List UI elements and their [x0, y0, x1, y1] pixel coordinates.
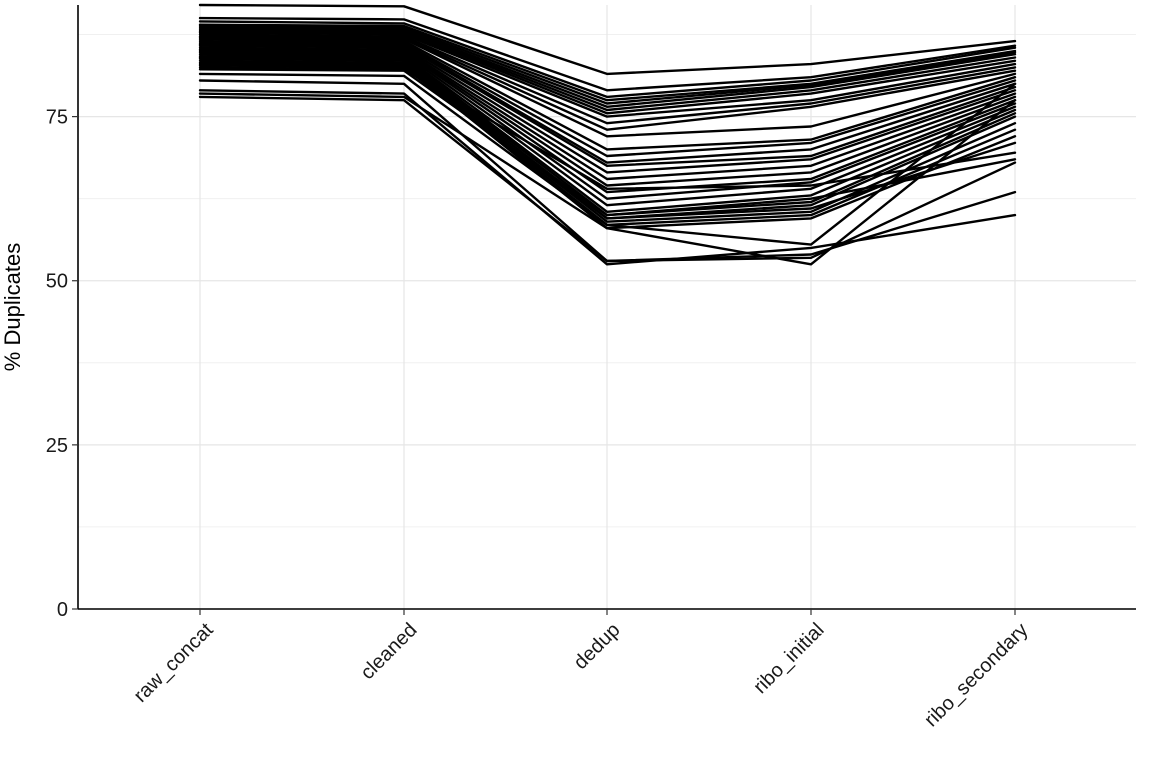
series-line-14 — [198, 39, 1017, 158]
series-line-5 — [198, 24, 1017, 105]
series-line-20 — [198, 49, 1017, 194]
y-axis-ticks: 0 25 50 75 — [46, 107, 78, 621]
y-tick-label: 25 — [46, 435, 68, 457]
x-tick-label: raw_concat — [130, 619, 218, 707]
series-line-18 — [198, 46, 1017, 181]
x-axis-ticks: raw_concat cleaned dedup ribo_initial ribo_s… — [130, 609, 1033, 731]
series-line-31 — [198, 68, 1017, 217]
y-tick-label: 0 — [57, 599, 68, 621]
series-line-30 — [198, 66, 1017, 191]
series-line-13 — [198, 37, 1017, 151]
series-line-4 — [198, 23, 1017, 102]
series-line-1 — [198, 3, 1017, 76]
series-line-3 — [198, 20, 1017, 99]
series-line-11 — [198, 35, 1017, 131]
series-line-9 — [198, 31, 1017, 118]
y-tick-label: 50 — [46, 271, 68, 293]
x-tick-label: ribo_secondary — [920, 619, 1032, 731]
x-tick-label: dedup — [570, 619, 625, 674]
series-line-15 — [198, 41, 1017, 164]
series-line-17 — [198, 44, 1017, 174]
series-line-26 — [198, 59, 1017, 223]
series-line-2 — [198, 16, 1017, 92]
series-line-6 — [198, 26, 1017, 109]
series-line-19 — [198, 48, 1017, 187]
series-line-32 — [198, 72, 1017, 246]
series-line-21 — [198, 51, 1017, 200]
series-line-35 — [198, 92, 1017, 266]
series-line-34 — [198, 89, 1017, 266]
series-lines — [198, 3, 1017, 266]
series-line-7 — [198, 28, 1017, 112]
x-tick-label: cleaned — [356, 619, 421, 684]
series-line-22 — [198, 53, 1017, 207]
series-line-10 — [198, 33, 1017, 125]
x-tick-label: ribo_initial — [749, 619, 828, 698]
series-line-8 — [198, 30, 1017, 115]
y-tick-label: 75 — [46, 107, 68, 129]
series-line-23 — [198, 55, 1017, 214]
y-axis-title: % Duplicates — [0, 243, 25, 371]
series-line-36 — [198, 95, 1017, 263]
series-line-16 — [198, 43, 1017, 168]
series-line-12 — [198, 36, 1017, 138]
